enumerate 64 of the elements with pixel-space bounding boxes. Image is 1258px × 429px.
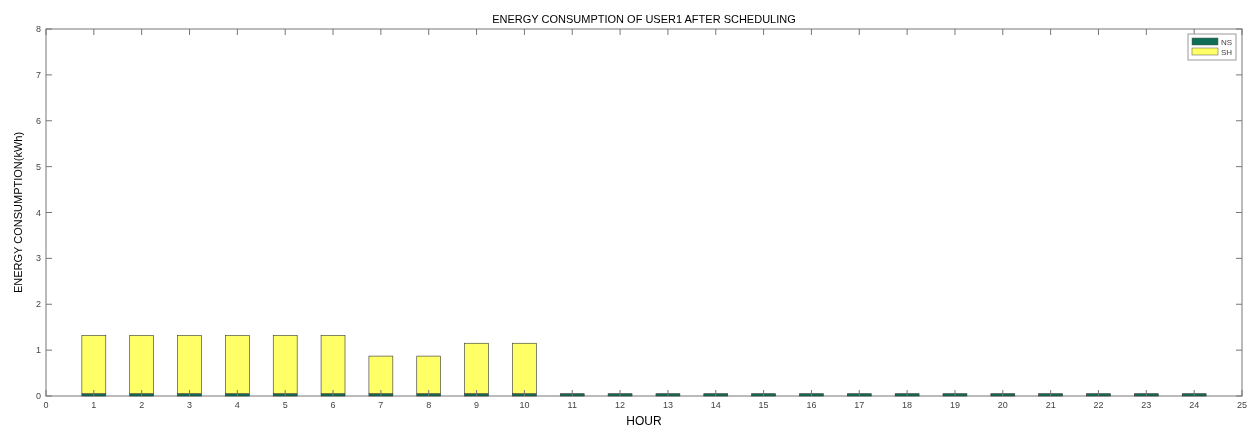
bar bbox=[703, 393, 729, 397]
bar bbox=[225, 335, 250, 395]
y-tick-label: 5 bbox=[35, 161, 41, 172]
bar bbox=[368, 355, 394, 395]
x-tick-label: 7 bbox=[378, 400, 384, 410]
y-tick-label: 3 bbox=[35, 253, 41, 264]
x-tick-label: 21 bbox=[1045, 400, 1056, 410]
x-tick-label: 11 bbox=[567, 400, 577, 410]
bar bbox=[1086, 393, 1111, 397]
bar bbox=[177, 335, 202, 395]
bar bbox=[512, 342, 537, 395]
x-tick-label: 5 bbox=[282, 400, 288, 410]
x-tick-label: 24 bbox=[1189, 400, 1200, 410]
chart-title: ENERGY CONSUMPTION OF USER1 AFTER SCHEDULING bbox=[492, 13, 796, 25]
x-tick-label: 14 bbox=[710, 400, 721, 410]
x-tick-label: 16 bbox=[806, 400, 817, 410]
bar bbox=[129, 335, 154, 395]
x-tick-label: 25 bbox=[1236, 400, 1248, 410]
x-tick-label: 23 bbox=[1141, 400, 1152, 410]
bar bbox=[847, 393, 872, 397]
bar bbox=[464, 342, 489, 395]
x-tick-label: 2 bbox=[139, 400, 145, 410]
bar bbox=[990, 393, 1016, 397]
bar bbox=[751, 393, 776, 397]
y-tick-label: 4 bbox=[35, 207, 41, 218]
x-tick-label: 17 bbox=[854, 400, 865, 410]
x-axis-title: HOUR bbox=[626, 414, 662, 428]
x-tick-label: 1 bbox=[91, 400, 97, 410]
x-tick-label: 20 bbox=[997, 400, 1008, 410]
bar bbox=[894, 393, 920, 397]
bar bbox=[320, 335, 346, 395]
bar bbox=[942, 393, 968, 397]
y-tick-label: 6 bbox=[35, 115, 41, 126]
bar bbox=[1134, 393, 1159, 397]
bar bbox=[559, 393, 585, 397]
x-tick-label: 13 bbox=[662, 400, 673, 410]
x-tick-label: 18 bbox=[902, 400, 913, 410]
y-tick-label: 8 bbox=[35, 24, 41, 34]
legend-label: SH bbox=[1221, 48, 1233, 57]
x-tick-label: 22 bbox=[1093, 400, 1104, 410]
y-tick-label: 2 bbox=[35, 299, 41, 310]
y-tick-label: 7 bbox=[35, 69, 41, 80]
bar bbox=[655, 393, 681, 397]
x-tick-label: 9 bbox=[474, 400, 480, 410]
x-tick-label: 10 bbox=[519, 400, 530, 410]
bar bbox=[799, 393, 824, 397]
x-tick-label: 15 bbox=[758, 400, 769, 410]
x-tick-label: 19 bbox=[949, 400, 960, 410]
bar bbox=[1038, 393, 1063, 397]
x-tick-label: 6 bbox=[330, 400, 336, 410]
x-tick-label: 0 bbox=[43, 400, 49, 410]
bar bbox=[416, 355, 441, 395]
x-tick-label: 3 bbox=[187, 400, 193, 410]
legend-label: NS bbox=[1221, 38, 1233, 47]
x-tick-label: 8 bbox=[426, 400, 432, 410]
bar bbox=[81, 335, 107, 395]
y-tick-label: 1 bbox=[35, 345, 41, 356]
y-tick-label: 0 bbox=[35, 391, 41, 401]
x-tick-label: 4 bbox=[234, 400, 240, 410]
y-axis-title: ENERGY CONSUMPTION(kWh) bbox=[12, 131, 24, 294]
bar bbox=[1181, 393, 1207, 397]
bar bbox=[607, 393, 633, 397]
x-tick-label: 12 bbox=[615, 400, 626, 410]
bar bbox=[272, 335, 298, 395]
